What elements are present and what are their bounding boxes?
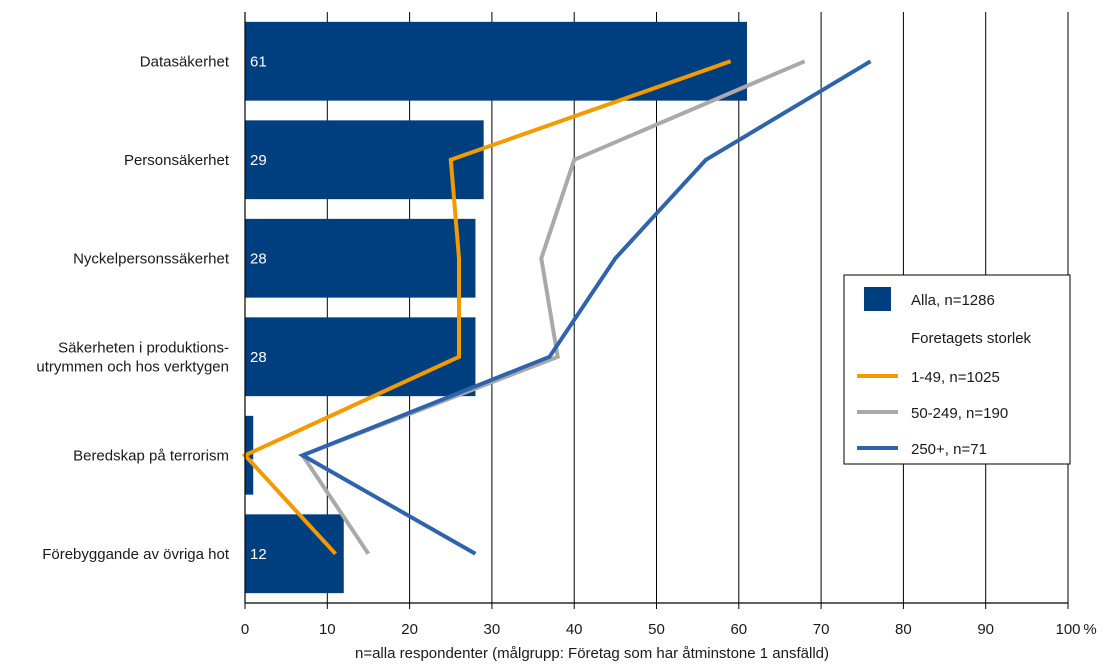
- bar: [245, 317, 476, 397]
- value-label: 28: [250, 349, 267, 366]
- category-label: utrymmen och hos verktygen: [36, 358, 229, 375]
- legend-label: 50-249, n=190: [911, 405, 1008, 422]
- x-tick-label: 80: [895, 621, 912, 638]
- bar: [245, 514, 344, 594]
- legend-swatch: [864, 287, 891, 311]
- series-line: [241, 59, 732, 556]
- x-tick-label: 100: [1055, 621, 1080, 638]
- value-label: 61: [250, 53, 267, 70]
- bar: [245, 218, 476, 298]
- x-tick-label: 30: [484, 621, 501, 638]
- series-line: [298, 59, 872, 556]
- category-label: Beredskap på terrorism: [73, 447, 229, 464]
- category-label: Säkerheten i produktions-: [58, 339, 229, 356]
- x-tick-label: 70: [813, 621, 830, 638]
- x-tick-label: 40: [566, 621, 583, 638]
- legend-label: 250+, n=71: [911, 441, 987, 458]
- x-tick-label: 10: [319, 621, 336, 638]
- x-tick-label: 0: [241, 621, 249, 638]
- footnote: n=alla respondenter (målgrupp: Företag s…: [355, 645, 829, 662]
- x-tick-label: 20: [401, 621, 418, 638]
- value-label: 28: [250, 250, 267, 267]
- series-line: [299, 59, 806, 555]
- category-label: Personsäkerhet: [124, 152, 230, 169]
- series-lines: [241, 59, 872, 556]
- x-tick-label: 60: [730, 621, 747, 638]
- category-label: Nyckelpersonssäkerhet: [73, 250, 230, 267]
- value-label: 1: [250, 447, 258, 464]
- category-label: Förebyggande av övriga hot: [42, 546, 230, 563]
- x-axis: 0 10 20 30 40 50 60 70 80 90 100%: [241, 12, 1097, 638]
- legend-label: 1-49, n=1025: [911, 369, 1000, 386]
- x-tick-label: 90: [977, 621, 994, 638]
- legend: Alla, n=1286 Foretagets storlek 1-49, n=10…: [843, 274, 1071, 465]
- x-unit-label: %: [1083, 621, 1096, 638]
- value-label: 29: [250, 152, 267, 169]
- legend-group-title: Foretagets storlek: [911, 330, 1032, 347]
- x-tick-label: 50: [648, 621, 665, 638]
- category-label: Datasäkerhet: [140, 53, 230, 70]
- value-label: 12: [250, 546, 267, 563]
- value-labels: 61 29 28 28 1 12: [250, 53, 267, 563]
- bar: [245, 21, 748, 101]
- bars: [245, 21, 748, 594]
- legend-label: Alla, n=1286: [911, 292, 995, 309]
- bar: [245, 120, 484, 200]
- category-labels: Datasäkerhet Personsäkerhet Nyckelpersonss…: [36, 53, 229, 563]
